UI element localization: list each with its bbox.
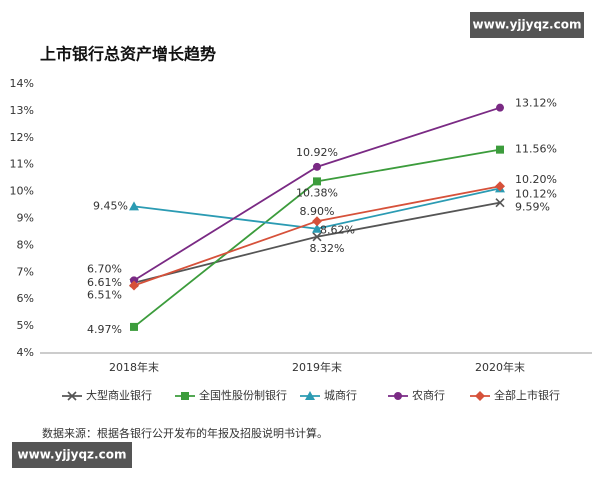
y-tick-label: 9% — [17, 212, 34, 225]
watermark-box — [470, 12, 584, 38]
series: 4.97% 10.38% 11.56% — [87, 143, 557, 336]
y-tick-label: 7% — [17, 265, 34, 278]
data-label: 10.92% — [296, 146, 338, 159]
source-note: 数据来源：根据各银行公开发布的年报及招股说明书计算。 — [42, 426, 328, 440]
data-label: 6.61% — [87, 276, 122, 289]
data-label: 10.12% — [515, 187, 557, 200]
y-tick-label: 13% — [10, 104, 34, 117]
x-tick-label: 2020年末 — [475, 360, 525, 374]
marker — [495, 198, 505, 208]
legend-item: 城商行 — [300, 388, 357, 402]
marker — [496, 145, 504, 154]
y-tick-label: 10% — [10, 185, 34, 198]
legend-item: 农商行 — [388, 388, 445, 402]
data-label: 4.97% — [87, 323, 122, 336]
marker-stroke — [67, 391, 77, 401]
data-label: 8.62% — [320, 224, 355, 237]
legend-marker — [67, 391, 77, 401]
marker — [129, 280, 139, 291]
y-tick-label: 12% — [10, 131, 34, 144]
marker — [129, 201, 139, 211]
data-label: 9.59% — [515, 201, 550, 214]
series: 6.70% 10.92% 13.12% — [87, 97, 557, 285]
watermark-box — [12, 442, 132, 468]
legend-item: 全国性股份制银行 — [175, 388, 287, 402]
x-tick-label: 2019年末 — [292, 360, 342, 374]
marker — [496, 103, 504, 112]
series: 9.45% 8.62% 10.12% — [93, 183, 557, 237]
legend-item: 全部上市银行 — [470, 388, 560, 402]
marker — [313, 162, 321, 171]
data-label: 10.20% — [515, 173, 557, 186]
y-tick-label: 5% — [17, 319, 34, 332]
y-tick-label: 11% — [10, 158, 34, 171]
legend-marker — [305, 391, 315, 400]
legend-marker — [181, 392, 189, 400]
marker-stroke — [495, 198, 505, 208]
legend-label: 全部上市银行 — [494, 388, 560, 402]
y-tick-label: 6% — [17, 292, 34, 305]
legend-marker — [394, 392, 402, 400]
data-label: 9.45% — [93, 199, 128, 212]
marker — [312, 216, 322, 227]
legend-item: 大型商业银行 — [62, 388, 152, 402]
data-label: 13.12% — [515, 97, 557, 110]
marker-stroke — [312, 232, 322, 242]
y-tick-label: 14% — [10, 77, 34, 90]
data-label: 6.51% — [87, 288, 122, 301]
x-tick-label: 2018年末 — [109, 360, 159, 374]
legend-label: 大型商业银行 — [86, 388, 152, 402]
series: 6.61% 8.32% 9.59% — [87, 198, 550, 289]
y-tick-label: 4% — [17, 346, 34, 359]
legend-label: 农商行 — [412, 388, 445, 402]
marker — [130, 276, 138, 285]
series: 6.51% 8.90% 10.20% — [87, 173, 557, 301]
chart-title: 上市银行总资产增长趋势 — [40, 45, 216, 64]
marker — [495, 181, 505, 192]
line — [133, 148, 501, 328]
legend-label: 城商行 — [324, 388, 357, 402]
marker — [312, 223, 322, 233]
data-label: 6.70% — [87, 262, 122, 275]
legend-label: 全国性股份制银行 — [199, 388, 287, 402]
data-label: 11.56% — [515, 143, 557, 156]
marker — [130, 322, 138, 331]
y-tick-label: 8% — [17, 238, 34, 251]
watermark: www.yjjyqz.com — [18, 448, 127, 462]
marker — [312, 232, 322, 242]
legend-marker — [475, 391, 485, 401]
data-label: 8.32% — [310, 242, 345, 255]
watermark: www.yjjyqz.com — [473, 18, 582, 32]
marker — [313, 177, 321, 186]
data-label: 8.90% — [300, 205, 335, 218]
data-label: 10.38% — [296, 186, 338, 199]
